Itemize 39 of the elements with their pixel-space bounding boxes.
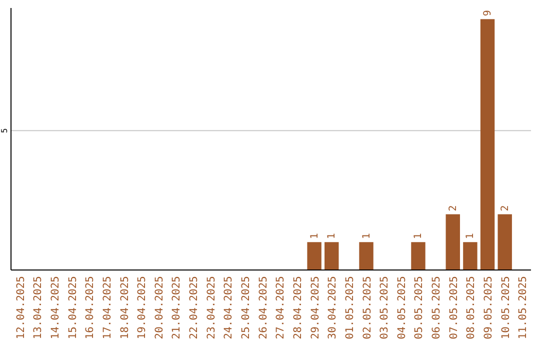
x-tick-label: 15.04.2025 [66,276,79,340]
data-label: 1 [309,233,320,240]
x-tick-label: 20.04.2025 [153,276,166,340]
x-tick-label: 29.04.2025 [309,276,322,340]
data-label: 1 [326,233,338,240]
x-tick-label: 21.04.2025 [170,276,183,340]
x-tick-label: 02.05.2025 [361,276,374,340]
x-tick-label: 19.04.2025 [136,276,148,340]
data-label: 2 [500,205,511,212]
x-tick-label: 22.04.2025 [188,276,200,340]
data-label: 1 [465,233,476,240]
data-label: 9 [482,10,494,16]
x-tick-label: 24.04.2025 [222,276,235,340]
x-tick-label: 07.05.2025 [448,276,460,340]
x-tick-label: 03.05.2025 [378,276,391,340]
x-tick-label: 05.05.2025 [413,276,426,340]
x-tick-label: 17.04.2025 [101,276,114,340]
x-tick-label: 04.05.2025 [396,276,408,340]
x-tick-label: 30.04.2025 [326,276,339,340]
x-tick-label: 16.04.2025 [84,276,96,340]
x-tick-label: 12.04.2025 [14,276,27,340]
x-tick-label: 26.04.2025 [257,276,270,340]
x-tick-label: 01.05.2025 [344,276,356,340]
x-tick-label: 11.05.2025 [517,276,530,340]
x-tick-label: 27.04.2025 [274,276,287,340]
data-label: 1 [413,233,424,240]
data-label: 1 [361,233,372,240]
data-label: 2 [448,205,459,212]
x-tick-label: 08.05.2025 [465,276,478,340]
x-tick-label: 06.05.2025 [430,276,443,340]
x-tick-label: 14.04.2025 [49,276,62,340]
x-tick-label: 25.04.2025 [240,276,252,340]
x-tick-label: 28.04.2025 [292,276,304,340]
y-tick-label: 5 [0,128,9,134]
x-tick-label: 23.04.2025 [205,276,218,340]
x-tick-label: 09.05.2025 [482,276,495,340]
x-tick-label: 10.05.2025 [500,276,512,340]
x-tick-label: 13.04.2025 [32,276,44,340]
x-tick-label: 18.04.2025 [118,276,131,340]
